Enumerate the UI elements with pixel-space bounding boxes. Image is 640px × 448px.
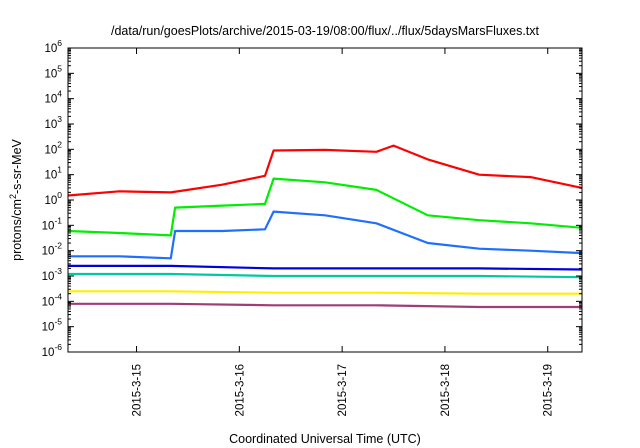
flux-series-4 [68,264,583,271]
flux-series-1 [67,144,583,197]
flux-series-7 [68,302,582,309]
series-layer [67,144,583,309]
y-tick-label: 104 [44,89,62,106]
x-tick-label: 2015-3-16 [234,364,246,416]
y-axis-label: protons/cm2-s-sr-MeV [8,138,24,260]
y-tick-label: 101 [44,165,62,182]
y-tick-label: 10-3 [42,266,63,283]
x-tick-label: 2015-3-18 [440,364,452,416]
y-axis-ticks: 10-6 10-5 10-4 10-3 10-2 10-1 100 101 102 103 104 1… [42,38,582,359]
flux-series-3 [68,210,583,260]
y-tick-label: 106 [44,38,62,55]
y-tick-label: 10-5 [42,317,63,334]
x-tick-label: 2015-3-19 [543,364,555,416]
x-tick-label: 2015-3-15 [132,364,144,416]
x-axis-label: Coordinated Universal Time (UTC) [229,432,421,446]
x-axis-ticks: 2015-3-15 2015-3-16 2015-3-17 2015-3-18 2015… [132,48,555,416]
y-tick-label: 102 [44,139,62,156]
y-tick-label: 10-1 [42,215,63,232]
y-tick-label: 100 [44,190,62,207]
x-tick-label: 2015-3-17 [337,364,349,416]
flux-series-2 [67,177,583,237]
y-tick-label: 105 [44,63,62,80]
y-tick-label: 10-2 [42,241,63,258]
flux-series-5 [68,272,583,279]
flux-series-6 [68,290,582,295]
y-tick-label: 103 [44,114,62,131]
y-tick-label: 10-6 [42,342,63,359]
chart-title: /data/run/goesPlots/archive/2015-03-19/0… [111,24,540,38]
y-tick-label: 10-4 [42,291,63,308]
